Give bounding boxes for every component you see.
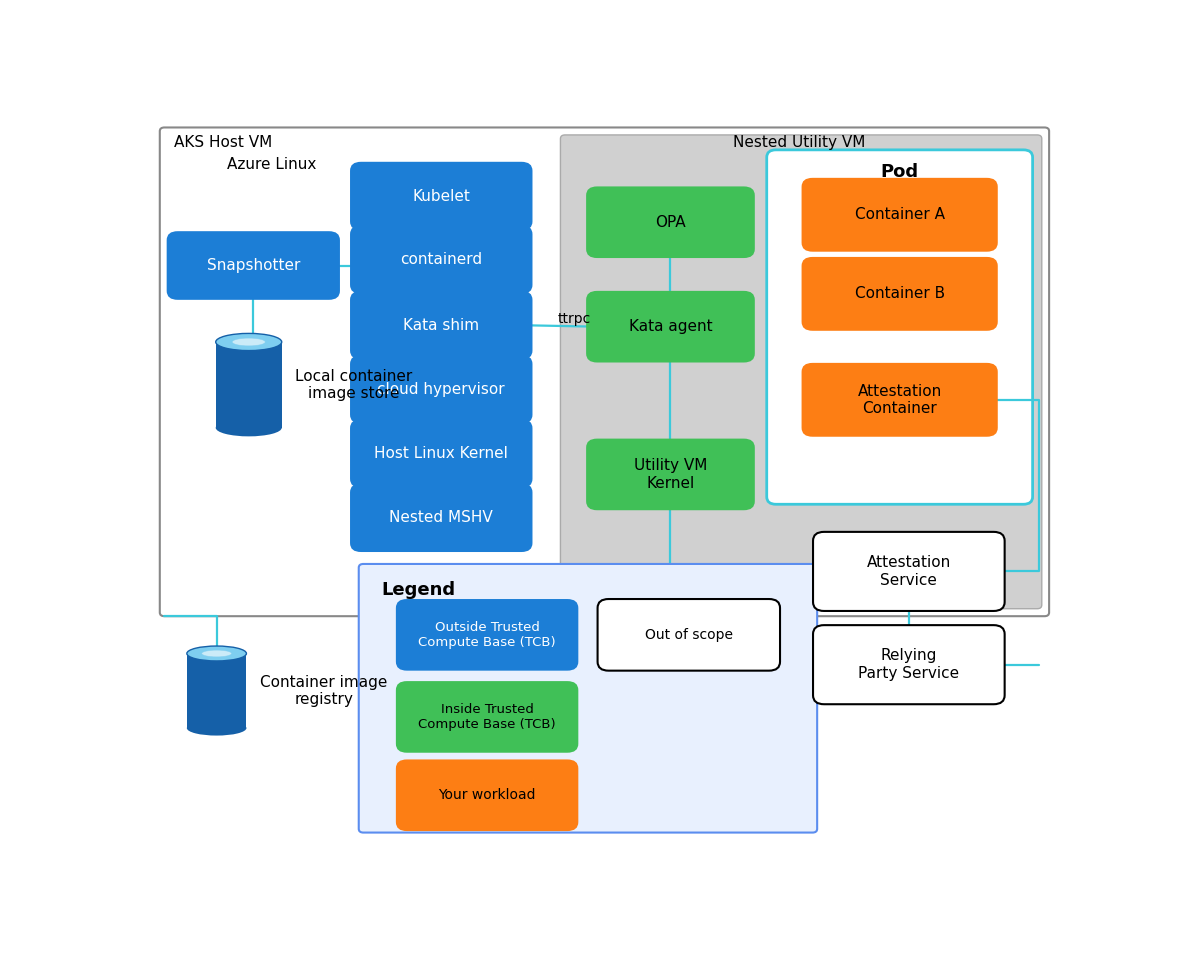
Text: Out of scope: Out of scope — [645, 628, 732, 641]
Text: Nested Utility VM: Nested Utility VM — [732, 135, 865, 150]
Text: Snapshotter: Snapshotter — [207, 258, 300, 273]
Text: Utility VM
Kernel: Utility VM Kernel — [634, 458, 707, 490]
Text: AKS Host VM: AKS Host VM — [174, 135, 272, 150]
Bar — [187, 653, 246, 728]
FancyBboxPatch shape — [586, 291, 755, 362]
FancyBboxPatch shape — [561, 135, 1042, 609]
Text: containerd: containerd — [400, 252, 483, 267]
Text: ttrpc: ttrpc — [557, 312, 590, 327]
FancyBboxPatch shape — [350, 484, 532, 552]
Text: Container B: Container B — [854, 287, 945, 301]
FancyBboxPatch shape — [160, 128, 1049, 616]
FancyBboxPatch shape — [813, 625, 1004, 704]
Text: Relying
Party Service: Relying Party Service — [859, 648, 959, 681]
FancyBboxPatch shape — [767, 150, 1033, 504]
FancyBboxPatch shape — [350, 355, 532, 423]
Text: Inside Trusted
Compute Base (TCB): Inside Trusted Compute Base (TCB) — [419, 703, 556, 731]
Text: Attestation
Container: Attestation Container — [858, 384, 942, 416]
Text: Container image
registry: Container image registry — [260, 674, 388, 707]
Text: Container A: Container A — [854, 207, 945, 222]
FancyBboxPatch shape — [358, 564, 817, 832]
Text: Kata shim: Kata shim — [403, 318, 479, 332]
Text: Outside Trusted
Compute Base (TCB): Outside Trusted Compute Base (TCB) — [419, 621, 556, 649]
FancyBboxPatch shape — [350, 225, 532, 294]
Ellipse shape — [187, 646, 246, 661]
Text: Host Linux Kernel: Host Linux Kernel — [374, 446, 509, 461]
FancyBboxPatch shape — [167, 232, 340, 299]
Text: Attestation
Service: Attestation Service — [867, 555, 951, 587]
Ellipse shape — [232, 338, 265, 346]
Ellipse shape — [215, 333, 282, 351]
FancyBboxPatch shape — [597, 599, 780, 671]
Ellipse shape — [187, 721, 246, 735]
Text: Your workload: Your workload — [439, 788, 536, 802]
Text: Azure Linux: Azure Linux — [227, 157, 316, 172]
FancyBboxPatch shape — [586, 186, 755, 258]
FancyBboxPatch shape — [396, 599, 578, 671]
FancyBboxPatch shape — [813, 532, 1004, 611]
FancyBboxPatch shape — [802, 257, 997, 330]
Text: Kubelet: Kubelet — [413, 189, 470, 203]
Text: Kata agent: Kata agent — [628, 319, 712, 334]
FancyBboxPatch shape — [396, 760, 578, 831]
FancyBboxPatch shape — [586, 439, 755, 511]
FancyBboxPatch shape — [350, 420, 532, 487]
Ellipse shape — [202, 650, 232, 657]
FancyBboxPatch shape — [350, 162, 532, 231]
FancyBboxPatch shape — [802, 178, 997, 252]
Text: Pod: Pod — [880, 163, 919, 180]
Bar — [215, 342, 282, 427]
FancyBboxPatch shape — [350, 291, 532, 359]
Text: Nested MSHV: Nested MSHV — [389, 511, 493, 525]
Text: Local container
image store: Local container image store — [296, 368, 413, 401]
Text: Legend: Legend — [382, 581, 455, 599]
Text: cloud hypervisor: cloud hypervisor — [377, 382, 505, 397]
FancyBboxPatch shape — [396, 681, 578, 753]
Ellipse shape — [215, 420, 282, 436]
Text: OPA: OPA — [655, 215, 686, 230]
FancyBboxPatch shape — [802, 362, 997, 437]
